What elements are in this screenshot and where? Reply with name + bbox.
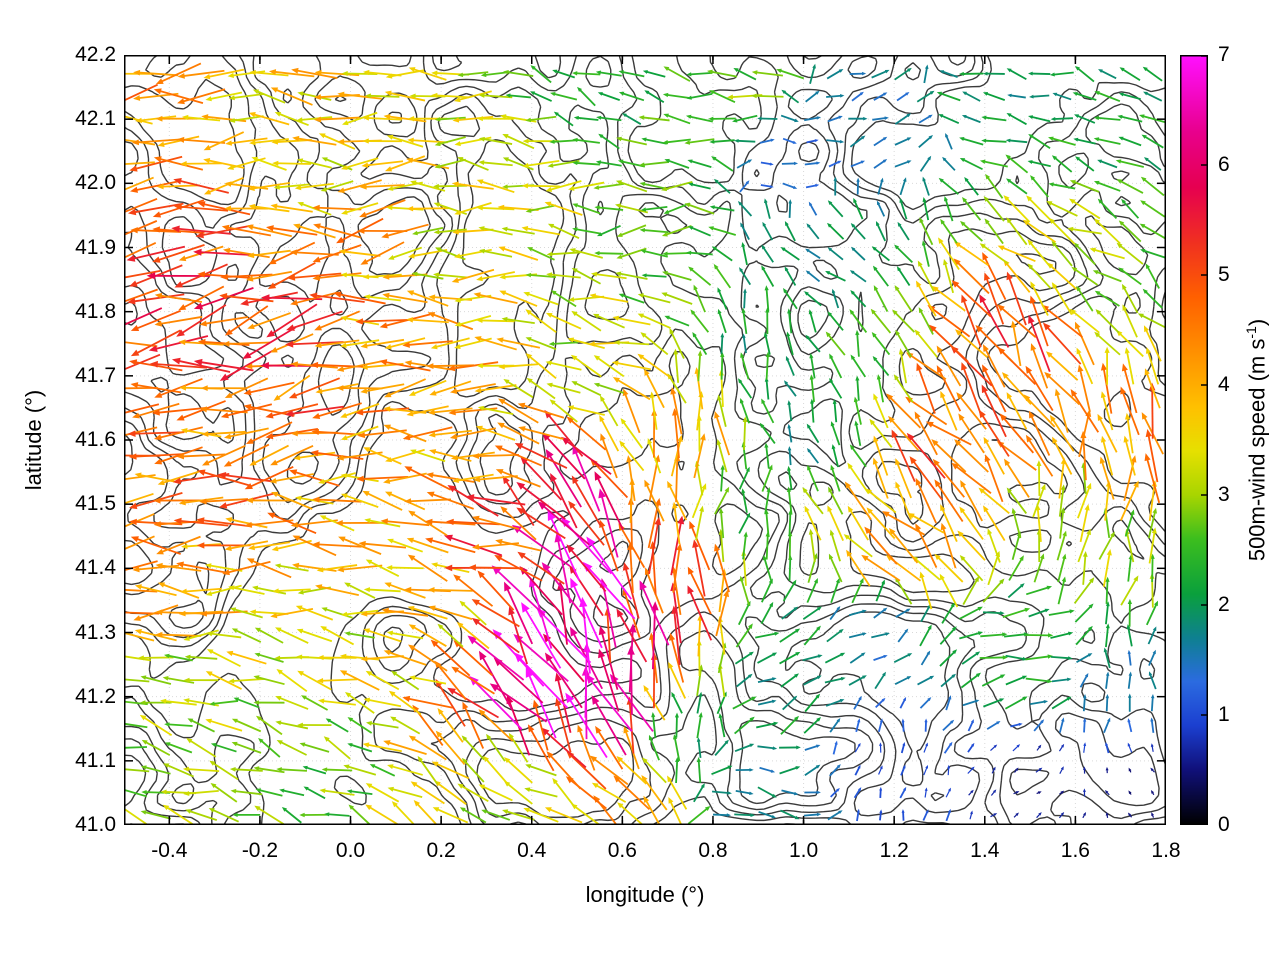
ytick-label: 41.4 (75, 556, 116, 580)
cbtick-label: 0 (1218, 813, 1230, 836)
ytick-label: 42.1 (75, 107, 116, 131)
ytick-label: 41.2 (75, 684, 116, 708)
xtick-label: -0.2 (241, 839, 278, 862)
x-axis-title: longitude (°) (585, 882, 705, 907)
cbtick-label: 5 (1218, 263, 1230, 286)
xtick-label: 1.8 (1151, 839, 1181, 862)
plot-canvas (124, 55, 1166, 825)
cbtick-label: 4 (1218, 373, 1230, 396)
xtick-label: 0.6 (607, 839, 637, 862)
ytick-label: 41.0 (75, 813, 116, 836)
cbtick-label: 1 (1218, 703, 1230, 726)
ytick-label: 41.6 (75, 428, 116, 451)
cbtick-label: 2 (1218, 593, 1230, 616)
ytick-label: 41.1 (75, 748, 116, 772)
xtick-label: 1.0 (788, 839, 819, 862)
colorbar-title: 500m-wind speed (m s-1) (1239, 55, 1269, 825)
xtick-label: 0.4 (517, 839, 547, 862)
colorbar-title-superscript: -1 (1243, 326, 1259, 339)
ytick-label: 41.5 (75, 492, 116, 516)
cbtick-label: 6 (1218, 153, 1230, 176)
xtick-label: 0.8 (698, 839, 728, 862)
ytick-label: 42.2 (75, 43, 116, 66)
ytick-label: 42.0 (75, 171, 116, 195)
xtick-label: 1.4 (970, 839, 1000, 862)
y-axis-title: latitude (°) (21, 389, 46, 491)
ytick-label: 41.7 (75, 363, 116, 387)
xtick-label: 0.0 (335, 839, 366, 862)
cbtick-label: 7 (1218, 43, 1230, 66)
xtick-label: 1.2 (879, 839, 909, 862)
ytick-label: 41.8 (75, 299, 116, 323)
colorbar (1180, 55, 1208, 825)
cbtick-label: 3 (1218, 483, 1230, 506)
xtick-label: 0.2 (426, 839, 456, 862)
ytick-label: 41.9 (75, 235, 116, 259)
colorbar-title-close: ) (1244, 318, 1270, 327)
colorbar-title-text: 500m-wind speed (m s (1244, 338, 1270, 562)
ytick-label: 41.3 (75, 620, 116, 644)
xtick-label: 1.6 (1060, 839, 1090, 862)
xtick-label: -0.4 (151, 839, 188, 862)
